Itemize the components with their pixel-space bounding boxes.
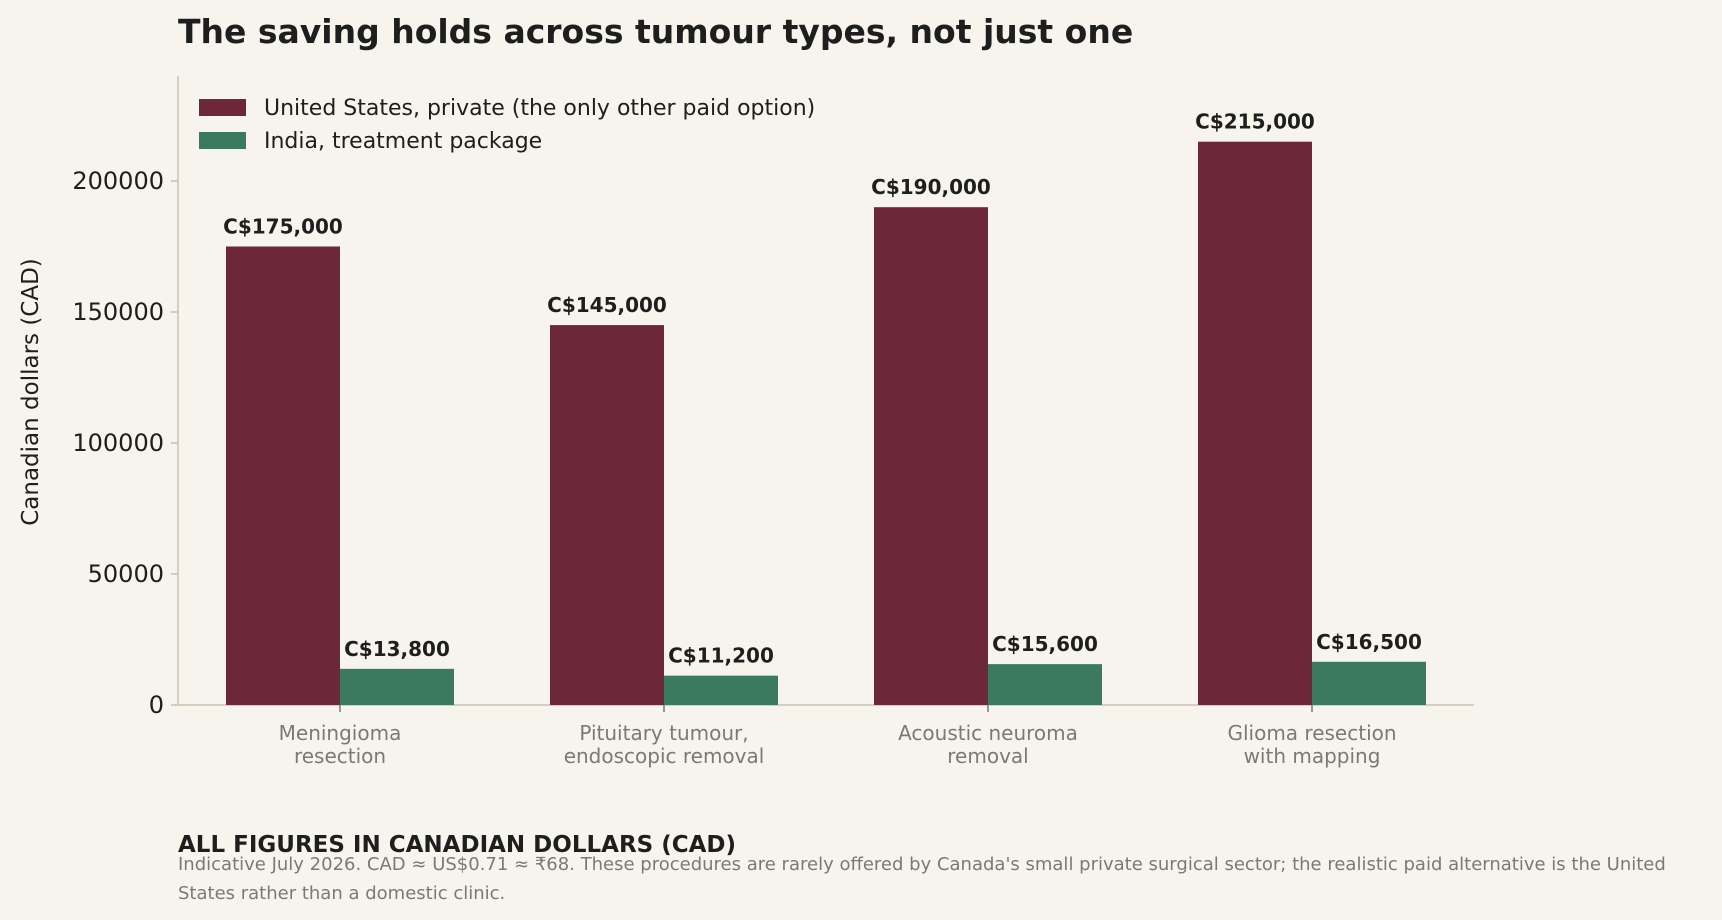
bar-value-label: C$11,200	[668, 644, 774, 668]
bar-value-label: C$15,600	[992, 632, 1098, 656]
legend-label: India, treatment package	[264, 129, 542, 154]
bar-us-0	[226, 246, 340, 705]
bar-india-3	[1312, 661, 1426, 705]
x-tick-label: Meningioma	[279, 721, 402, 745]
bar-value-label: C$13,800	[344, 637, 450, 661]
bar-us-1	[550, 325, 664, 705]
x-tick-label: removal	[947, 744, 1028, 768]
legend-swatch	[199, 132, 246, 149]
bar-india-0	[340, 668, 454, 705]
bar-chart: 0 50000 100000 150000 200000 C$175,000 C$13,80…	[72, 76, 1474, 768]
x-tick-label: Acoustic neuroma	[898, 721, 1078, 745]
y-tick-label: 50000	[88, 560, 164, 588]
y-tick-label: 100000	[72, 429, 164, 457]
bar-value-label: C$175,000	[223, 215, 343, 239]
bar-india-1	[664, 675, 778, 705]
bar-value-label: C$145,000	[547, 293, 667, 317]
chart-title: The saving holds across tumour types, no…	[178, 12, 1134, 51]
y-tick-label: 150000	[72, 298, 164, 326]
y-tick-label: 0	[149, 691, 164, 719]
x-tick-label: endoscopic removal	[564, 744, 765, 768]
bar-value-label: C$215,000	[1195, 110, 1315, 134]
legend-swatch	[199, 99, 246, 116]
legend-label: United States, private (the only other p…	[264, 96, 815, 121]
x-tick-label: resection	[294, 744, 386, 768]
x-tick-label: Glioma resection	[1227, 721, 1396, 745]
bar-value-label: C$190,000	[871, 175, 991, 199]
bar-us-3	[1198, 141, 1312, 705]
bar-us-2	[874, 207, 988, 705]
x-tick-label: with mapping	[1244, 744, 1381, 768]
y-tick-label: 200000	[72, 167, 164, 195]
footnote-heading: ALL FIGURES IN CANADIAN DOLLARS (CAD)	[178, 832, 737, 858]
footnote-text: Indicative July 2026. CAD ≈ US$0.71 ≈ ₹6…	[178, 854, 1666, 904]
bar-india-2	[988, 664, 1102, 705]
x-tick-label: Pituitary tumour,	[579, 721, 748, 745]
bar-value-label: C$16,500	[1316, 630, 1422, 654]
